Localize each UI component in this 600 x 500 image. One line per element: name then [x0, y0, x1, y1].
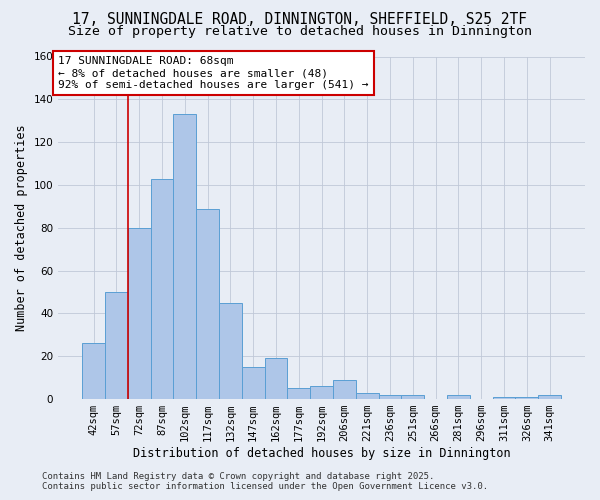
- Bar: [265, 358, 287, 399]
- X-axis label: Distribution of detached houses by size in Dinnington: Distribution of detached houses by size …: [133, 447, 511, 460]
- Bar: [493, 397, 515, 399]
- Bar: [173, 114, 196, 399]
- Text: Contains HM Land Registry data © Crown copyright and database right 2025.
Contai: Contains HM Land Registry data © Crown c…: [42, 472, 488, 491]
- Bar: [287, 388, 310, 399]
- Bar: [242, 367, 265, 399]
- Bar: [105, 292, 128, 399]
- Bar: [128, 228, 151, 399]
- Text: Size of property relative to detached houses in Dinnington: Size of property relative to detached ho…: [68, 25, 532, 38]
- Bar: [82, 344, 105, 399]
- Bar: [333, 380, 356, 399]
- Text: 17, SUNNINGDALE ROAD, DINNINGTON, SHEFFIELD, S25 2TF: 17, SUNNINGDALE ROAD, DINNINGTON, SHEFFI…: [73, 12, 527, 28]
- Bar: [356, 392, 379, 399]
- Bar: [538, 395, 561, 399]
- Y-axis label: Number of detached properties: Number of detached properties: [15, 124, 28, 331]
- Bar: [219, 302, 242, 399]
- Bar: [401, 395, 424, 399]
- Bar: [151, 178, 173, 399]
- Text: 17 SUNNINGDALE ROAD: 68sqm
← 8% of detached houses are smaller (48)
92% of semi-: 17 SUNNINGDALE ROAD: 68sqm ← 8% of detac…: [58, 56, 368, 90]
- Bar: [196, 208, 219, 399]
- Bar: [515, 397, 538, 399]
- Bar: [447, 395, 470, 399]
- Bar: [310, 386, 333, 399]
- Bar: [379, 395, 401, 399]
